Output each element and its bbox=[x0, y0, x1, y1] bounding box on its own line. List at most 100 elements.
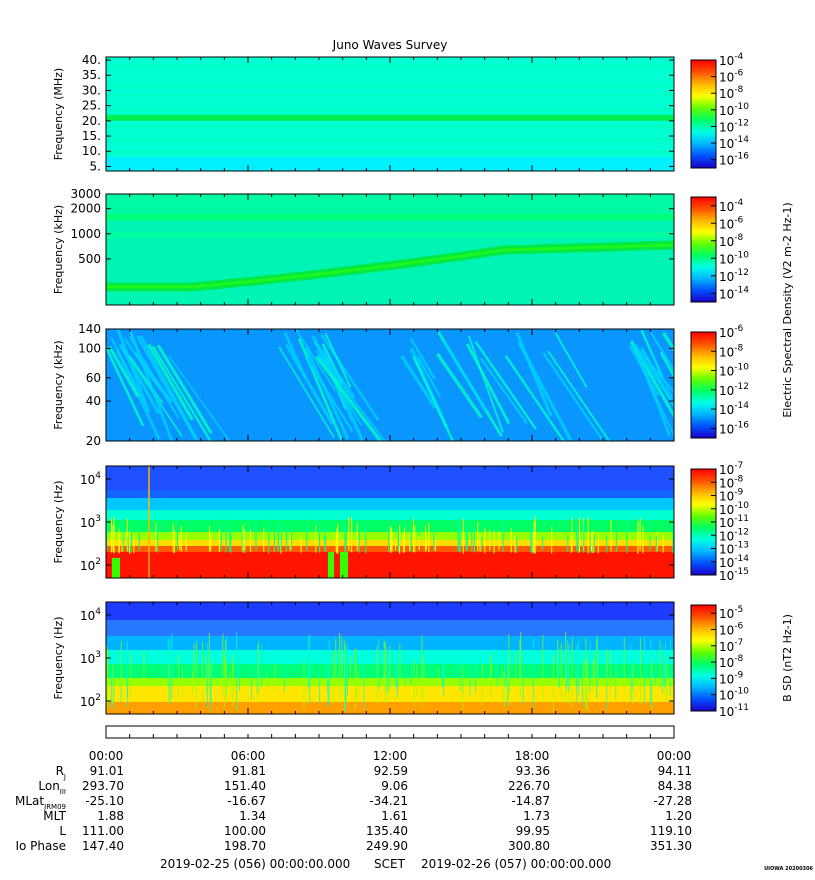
drifting-burst bbox=[648, 347, 673, 398]
colorbar-tick-label: 10-6 bbox=[719, 69, 744, 85]
colorbar-tick-label: 10-6 bbox=[719, 215, 744, 231]
ephemeris-value: 111.00 bbox=[82, 824, 124, 838]
intensity-band bbox=[106, 540, 674, 546]
drifting-burst bbox=[628, 345, 660, 397]
ephemeris-value: 147.40 bbox=[82, 839, 124, 853]
drifting-burst bbox=[637, 350, 671, 437]
drifting-burst bbox=[554, 332, 588, 388]
colorbar-title-electric: Electric Spectral Density (V2 m-2 Hz-1) bbox=[781, 202, 794, 417]
intensity-band bbox=[106, 620, 674, 636]
drifting-burst bbox=[436, 352, 483, 419]
y-tick-label: 40 bbox=[86, 394, 101, 408]
drifting-burst bbox=[283, 331, 307, 379]
colorbar-tick-label: 10-4 bbox=[719, 198, 744, 214]
band-1600khz bbox=[106, 214, 674, 220]
y-tick-label: 140 bbox=[78, 322, 101, 336]
faint-band bbox=[106, 125, 674, 128]
ephemeris-value: -27.28 bbox=[653, 794, 692, 808]
ephemeris-value: 99.95 bbox=[516, 824, 550, 838]
time-tick-label: 18:00 bbox=[515, 749, 550, 763]
ephemeris-value: 93.36 bbox=[516, 764, 550, 778]
intensity-band bbox=[106, 532, 674, 540]
ephemeris-label: LonIII bbox=[38, 779, 66, 796]
ephemeris-value: 91.81 bbox=[232, 764, 266, 778]
drifting-burst bbox=[642, 354, 674, 394]
y-tick-label: 15. bbox=[82, 129, 101, 143]
ephemeris-value: 92.59 bbox=[374, 764, 408, 778]
drifting-burst bbox=[136, 335, 197, 439]
faint-band bbox=[106, 138, 674, 141]
y-tick-label: 30. bbox=[82, 83, 101, 97]
background-field bbox=[106, 57, 674, 171]
ephemeris-value: -16.67 bbox=[227, 794, 266, 808]
colorbar-tick-label: 10-12 bbox=[719, 268, 749, 284]
spectrogram-panel-3: 140 100 60 40 20 Frequency (kHz) 10-6 10-8 10-10… bbox=[52, 322, 749, 448]
y-tick-label: 104 bbox=[80, 471, 101, 487]
scet-start: 2019-02-25 (056) 00:00:00.000 bbox=[160, 857, 350, 871]
drifting-burst bbox=[156, 344, 213, 435]
ephemeris-value: -14.87 bbox=[511, 794, 550, 808]
time-tick-label: 00:00 bbox=[657, 749, 692, 763]
drifting-burst bbox=[285, 343, 334, 425]
dropout bbox=[340, 552, 348, 578]
dropout bbox=[112, 558, 120, 578]
y-tick-label: 35. bbox=[82, 68, 101, 82]
colorbar-tick-label: 10-7 bbox=[719, 638, 743, 654]
colorbar-tick-label: 10-14 bbox=[719, 135, 749, 151]
y-tick-label: 20. bbox=[82, 114, 101, 128]
time-tick-label: 00:00 bbox=[89, 749, 124, 763]
ephemeris-label: L bbox=[59, 824, 66, 838]
ephemeris-value: 91.01 bbox=[90, 764, 124, 778]
y-tick-label: 20 bbox=[86, 434, 101, 448]
band-1000khz bbox=[106, 232, 674, 238]
colorbar-tick-label: 10-11 bbox=[719, 703, 749, 719]
y-tick-label: 102 bbox=[80, 557, 101, 573]
drifting-burst bbox=[409, 337, 436, 380]
drifting-burst bbox=[129, 330, 174, 441]
drifting-burst bbox=[412, 356, 454, 441]
y-tick-label: 5. bbox=[90, 159, 101, 173]
background-field bbox=[106, 329, 674, 441]
drifting-burst bbox=[128, 354, 164, 404]
colorbar-tick-label: 10-10 bbox=[719, 250, 749, 266]
drifting-burst bbox=[542, 352, 603, 440]
ephemeris-value: 300.80 bbox=[508, 839, 550, 853]
drifting-burst bbox=[320, 357, 386, 441]
figure-title: Juno Waves Survey bbox=[332, 38, 448, 52]
colorbar-tick-label: 10-10 bbox=[719, 687, 749, 703]
time-tick-label: 06:00 bbox=[231, 749, 266, 763]
colorbar-tick-label: 10-16 bbox=[719, 152, 749, 168]
drifting-burst bbox=[304, 347, 350, 440]
colorbar bbox=[690, 331, 717, 439]
drifting-burst bbox=[515, 331, 553, 417]
drifting-burst bbox=[416, 356, 442, 398]
drifting-burst bbox=[168, 355, 231, 441]
drifting-burst bbox=[479, 357, 528, 424]
time-tick-label: 12:00 bbox=[373, 749, 408, 763]
ephemeris-value: 1.88 bbox=[97, 809, 124, 823]
drifting-burst bbox=[400, 355, 437, 409]
y-tick-label: 60 bbox=[86, 371, 101, 385]
colorbar-tick-label: 10-8 bbox=[719, 654, 744, 670]
y-tick-label: 500 bbox=[78, 252, 101, 266]
colorbar-tick-label: 10-12 bbox=[719, 118, 749, 134]
ephemeris-value: -34.21 bbox=[369, 794, 408, 808]
intensity-band bbox=[106, 686, 674, 702]
colorbar-tick-label: 10-16 bbox=[719, 420, 749, 436]
y-tick-label: 100 bbox=[78, 341, 101, 355]
scet-end: 2019-02-26 (057) 00:00:00.000 bbox=[421, 857, 611, 871]
spectrogram-image bbox=[106, 194, 674, 305]
processing-stamp: UIOWA 20200306 bbox=[764, 866, 813, 872]
y-tick-label: 103 bbox=[80, 514, 101, 530]
drifting-burst bbox=[152, 345, 212, 441]
faint-band bbox=[106, 108, 674, 111]
drifting-burst bbox=[106, 344, 145, 427]
ephemeris-label: MLT bbox=[43, 809, 66, 823]
ephemeris-value: 1.61 bbox=[381, 809, 408, 823]
dropout bbox=[328, 552, 334, 578]
time-axis-strip bbox=[105, 725, 675, 739]
spectrogram-panels: 5.10.15.20.25. 30.35.40. Frequency (MHz) 10… bbox=[52, 52, 794, 719]
colorbar-tick-label: 10-6 bbox=[719, 324, 744, 340]
colorbar-tick-label: 10-4 bbox=[719, 52, 744, 68]
